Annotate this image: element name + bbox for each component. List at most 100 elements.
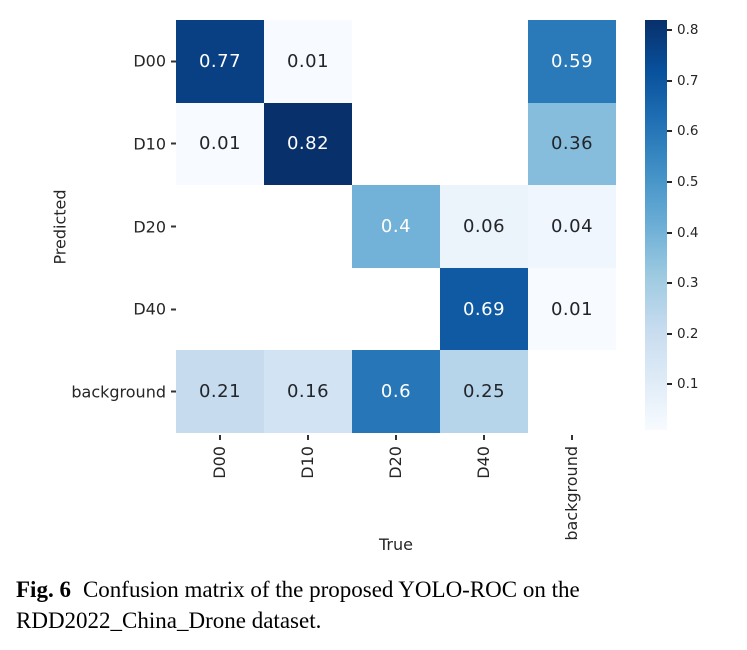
x-tick-D40: D40 [474, 433, 493, 479]
cell-value: 0.21 [198, 381, 242, 403]
x-tick-background: background [562, 433, 581, 541]
y-tick-label: D10 [133, 134, 166, 154]
x-tick-label: D00 [210, 446, 229, 479]
colorbar-tick-0.4: 0.4 [667, 225, 698, 241]
y-tick-label: D40 [133, 299, 166, 319]
colorbar-tick-mark [667, 383, 672, 386]
colorbar [645, 20, 667, 430]
x-tick-D20: D20 [386, 433, 405, 479]
cell-value: 0.69 [462, 298, 506, 320]
y-tick-mark [171, 225, 176, 228]
heatmap-cell: 0.59 [528, 20, 616, 103]
heatmap-cell: 0.06 [440, 185, 528, 268]
x-tick-label: D20 [386, 446, 405, 479]
heatmap-cell [176, 185, 264, 268]
x-tick-D00: D00 [210, 433, 229, 479]
confusion-matrix-heatmap: 0.77 0.01 0.59 0.01 0.82 0.36 0.4 0.06 0.04 0.69 0… [176, 20, 616, 433]
cell-value: 0.36 [550, 133, 594, 155]
heatmap-cell [440, 20, 528, 103]
colorbar-tick-0.1: 0.1 [667, 376, 698, 392]
heatmap-cell [352, 20, 440, 103]
y-tick-D00: D00 [133, 52, 176, 71]
colorbar-tick-0.6: 0.6 [667, 123, 698, 139]
x-tick-mark [219, 435, 221, 440]
y-tick-mark [171, 60, 176, 63]
x-tick-label: D40 [474, 446, 493, 479]
y-tick-mark [171, 142, 176, 145]
colorbar-tick-mark [667, 180, 672, 183]
cell-value: 0.01 [198, 133, 242, 155]
colorbar-tick-mark [667, 130, 672, 133]
caption-fig-label: Fig. 6 [16, 577, 71, 602]
heatmap-cell: 0.77 [176, 20, 264, 103]
heatmap-cell: 0.6 [352, 350, 440, 433]
heatmap-cell: 0.4 [352, 185, 440, 268]
y-tick-mark [171, 308, 176, 311]
x-tick-mark [307, 435, 309, 440]
y-tick-background: background [71, 382, 176, 401]
y-tick-label: D20 [133, 217, 166, 236]
y-tick-D10: D10 [133, 134, 176, 153]
x-tick-label: background [562, 446, 581, 541]
x-tick-label: D10 [298, 446, 317, 479]
colorbar-ticks: 0.8 0.7 0.6 0.5 0.4 0.3 0.2 0.1 [645, 20, 705, 430]
heatmap-cell: 0.01 [264, 20, 352, 103]
heatmap-cell: 0.04 [528, 185, 616, 268]
cell-value: 0.6 [380, 381, 412, 403]
cell-value: 0.01 [286, 50, 330, 72]
cell-value: 0.25 [462, 381, 506, 403]
heatmap-cell: 0.36 [528, 102, 616, 186]
colorbar-tick-label: 0.7 [677, 72, 699, 89]
heatmap-cell: 0.82 [264, 102, 352, 186]
y-axis-ticks: D00 D10 D20 D40 background [0, 20, 176, 433]
colorbar-tick-mark [667, 79, 672, 82]
heatmap-cell: 0.21 [176, 350, 264, 433]
y-tick-label: D00 [133, 51, 166, 71]
heatmap-cell: 0.25 [440, 350, 528, 433]
cell-value: 0.16 [286, 381, 330, 403]
colorbar-tick-label: 0.1 [677, 376, 699, 393]
cell-value: 0.82 [286, 133, 330, 155]
colorbar-tick-0.3: 0.3 [667, 275, 698, 291]
heatmap-cell: 0.69 [440, 267, 528, 351]
x-tick-mark [571, 435, 573, 440]
figure-caption: Fig. 6 Confusion matrix of the proposed Y… [16, 574, 736, 636]
colorbar-tick-mark [667, 332, 672, 335]
y-tick-D40: D40 [133, 300, 176, 319]
colorbar-tick-mark [667, 231, 672, 234]
x-axis-label: True [379, 535, 413, 554]
heatmap-cell: 0.16 [264, 350, 352, 433]
colorbar-tick-label: 0.2 [677, 325, 699, 342]
x-tick-D10: D10 [298, 433, 317, 479]
heatmap-cell [176, 267, 264, 351]
colorbar-tick-label: 0.4 [677, 224, 699, 241]
cell-value: 0.77 [198, 50, 242, 72]
cell-value: 0.59 [550, 50, 594, 72]
heatmap-cell [264, 185, 352, 268]
x-tick-mark [395, 435, 397, 440]
colorbar-tick-0.5: 0.5 [667, 174, 698, 190]
heatmap-cell [528, 350, 616, 433]
heatmap-cell [440, 102, 528, 186]
y-tick-mark [171, 390, 176, 393]
y-tick-label: background [71, 382, 166, 402]
cell-value: 0.4 [380, 215, 412, 237]
cell-value: 0.04 [550, 215, 594, 237]
colorbar-tick-0.8: 0.8 [667, 22, 698, 38]
heatmap-cell: 0.01 [176, 102, 264, 186]
colorbar-tick-0.2: 0.2 [667, 326, 698, 342]
x-tick-mark [483, 435, 485, 440]
cell-value: 0.06 [462, 215, 506, 237]
y-tick-D20: D20 [133, 217, 176, 236]
colorbar-tick-mark [667, 282, 672, 285]
colorbar-tick-0.7: 0.7 [667, 73, 698, 89]
caption-line-1: Fig. 6 Confusion matrix of the proposed Y… [16, 574, 736, 605]
heatmap-cell [352, 267, 440, 351]
caption-text-1: Confusion matrix of the proposed YOLO-RO… [82, 577, 580, 602]
heatmap-cell [352, 102, 440, 186]
colorbar-tick-label: 0.5 [677, 173, 699, 190]
heatmap-cell: 0.01 [528, 267, 616, 351]
cell-value: 0.01 [550, 298, 594, 320]
colorbar-tick-label: 0.3 [677, 275, 699, 292]
